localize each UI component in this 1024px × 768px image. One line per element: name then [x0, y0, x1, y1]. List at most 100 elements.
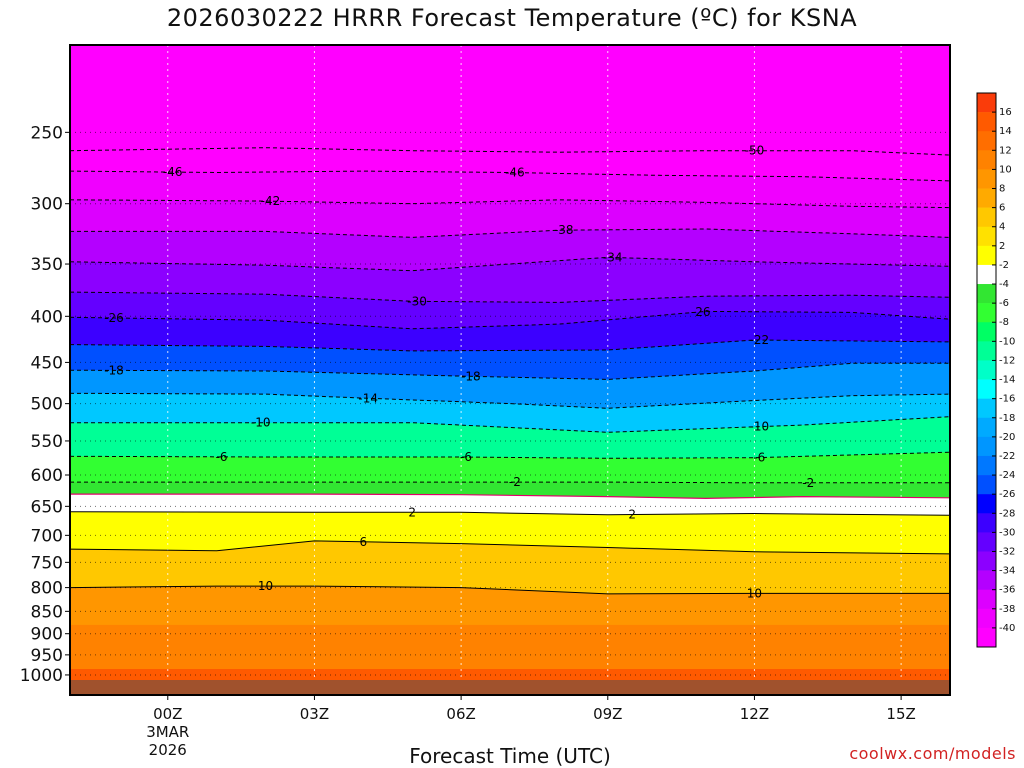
colorbar-swatch-24	[977, 532, 996, 552]
y-tick-label-400: 400	[31, 307, 63, 327]
colorbar-swatch-1	[977, 93, 996, 113]
y-tick-label-750: 750	[31, 553, 63, 573]
colorbar-swatch-27	[977, 589, 996, 610]
contour-2-label-2: 2	[628, 507, 636, 521]
contour--26-label-2: -26	[691, 305, 711, 319]
colorbar-swatch-5	[977, 169, 996, 189]
y-tick-label-250: 250	[31, 123, 63, 143]
contour--26-label-1: -26	[104, 311, 124, 325]
colorbar-swatch-7	[977, 207, 996, 228]
contour-6	[69, 540, 951, 555]
y-tick-label-350: 350	[31, 255, 63, 275]
contour--14-label-1: -14	[358, 391, 378, 405]
colorbar-label-18: -20	[999, 432, 1015, 443]
x-tick-label-15Z: 15Z	[886, 705, 915, 723]
colorbar-swatch-10	[977, 264, 996, 285]
contour--46-label-2: -46	[505, 166, 525, 180]
colorbar-label-2: 14	[999, 126, 1012, 137]
colorbar-swatch-18	[977, 417, 996, 438]
y-tick-label-600: 600	[31, 466, 63, 486]
contour--42-label-1: -42	[261, 194, 281, 208]
colorbar-label-19: -22	[999, 451, 1015, 462]
colorbar-swatch-19	[977, 436, 996, 457]
colorbar-swatch-28	[977, 608, 996, 629]
colorbar-label-13: -10	[999, 336, 1015, 347]
colorbar-label-28: -40	[999, 623, 1015, 634]
colorbar-label-14: -12	[999, 355, 1015, 366]
colorbar-swatch-8	[977, 226, 996, 247]
contour--34	[69, 256, 951, 272]
x-tick-label-12Z: 12Z	[740, 705, 769, 723]
x-date-month: 3MAR	[146, 723, 189, 741]
contour--34-label-1: -34	[603, 250, 623, 264]
x-tick-label-00Z: 00Z	[153, 705, 182, 723]
colorbar-swatch-9	[977, 245, 996, 266]
y-tick-label-950: 950	[31, 646, 63, 666]
colorbar-label-6: 6	[999, 203, 1005, 214]
colorbar-label-1: 16	[999, 107, 1012, 118]
contour--6-label-2: -6	[460, 450, 472, 464]
contour--2-label-1: -2	[509, 475, 521, 489]
colorbar-label-7: 4	[999, 222, 1005, 233]
colorbar-label-16: -16	[999, 394, 1015, 405]
colorbar-label-9: -2	[999, 260, 1009, 271]
colorbar-label-10: -4	[999, 279, 1009, 290]
contour-10-label-2: 10	[747, 586, 762, 600]
y-tick-label-650: 650	[31, 497, 63, 517]
colorbar-label-12: -8	[999, 317, 1009, 328]
contour--46-label-1: -46	[163, 165, 183, 179]
colorbar: 16 14 12 10 8 6 4 2 -2 -4 -6 -8 -10 -12 -14 -16 -18 -20 -2…	[976, 92, 1015, 648]
credit-text: coolwx.com/models	[849, 744, 1016, 763]
colorbar-label-21: -26	[999, 489, 1015, 500]
colorbar-label-11: -6	[999, 298, 1009, 309]
ground	[70, 680, 950, 695]
colorbar-label-22: -28	[999, 508, 1015, 519]
colorbar-label-3: 12	[999, 145, 1012, 156]
colorbar-swatch-15	[977, 360, 996, 380]
colorbar-swatch-16	[977, 379, 996, 399]
x-axis-label: Forecast Time (UTC)	[409, 744, 611, 768]
temperature-contours: -50-46 -46-42-38-34-30-26 -26-22-18 -18-14-…	[69, 144, 951, 600]
colorbar-swatch-6	[977, 188, 996, 208]
temperature-shading	[70, 45, 950, 696]
contour--14	[69, 392, 951, 409]
colorbar-swatch-22	[977, 494, 996, 514]
colorbar-swatch-17	[977, 398, 996, 419]
colorbar-swatch-12	[977, 303, 996, 323]
colorbar-swatch-25	[977, 551, 996, 571]
colorbar-label-5: 8	[999, 184, 1005, 195]
contour--2	[70, 481, 950, 484]
contour--18-label-1: -18	[104, 363, 124, 377]
colorbar-label-20: -24	[999, 470, 1015, 481]
contour--22	[69, 339, 951, 352]
contour--22-label-1: -22	[750, 333, 770, 347]
colorbar-label-15: -14	[999, 375, 1015, 386]
plot-frame	[69, 44, 951, 696]
contour--6-label-3: -6	[753, 451, 765, 465]
x-tick-label-09Z: 09Z	[593, 705, 622, 723]
contour--6-label-1: -6	[216, 450, 228, 464]
pressure-axis: 250 300 350 400 450 500 550 600 650 700 750 800 850 9…	[20, 123, 70, 686]
colorbar-label-17: -18	[999, 413, 1015, 424]
colorbar-frame	[976, 92, 997, 648]
colorbar-swatch-26	[977, 570, 996, 590]
y-tick-label-450: 450	[31, 353, 63, 373]
contour-10	[69, 585, 950, 595]
freezing-contour	[70, 493, 951, 500]
colorbar-swatch-3	[977, 131, 996, 151]
contour--6	[69, 451, 951, 459]
colorbar-label-8: 2	[999, 241, 1005, 252]
colorbar-swatch-21	[977, 475, 996, 495]
contour--10-label-1: -10	[251, 416, 271, 430]
contour-2	[69, 511, 951, 516]
y-tick-label-900: 900	[31, 625, 63, 645]
y-tick-label-700: 700	[31, 526, 63, 546]
colorbar-swatch-4	[977, 150, 996, 170]
colorbar-swatch-23	[977, 513, 996, 533]
y-tick-label-550: 550	[31, 432, 63, 452]
colorbar-swatch-20	[977, 455, 996, 476]
contour--2-label-2: -2	[802, 476, 814, 490]
x-date-year: 2026	[149, 741, 187, 759]
